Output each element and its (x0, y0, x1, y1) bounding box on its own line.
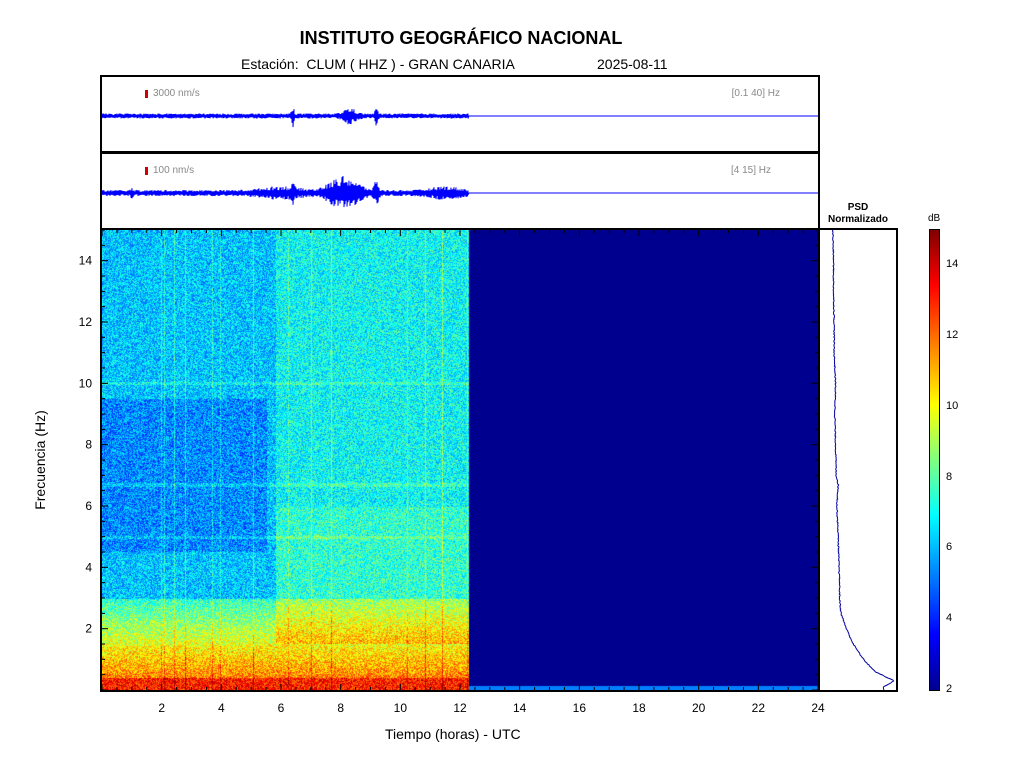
colorbar-tick-label: 12 (946, 329, 959, 342)
x-tick-label: 22 (752, 701, 766, 715)
y-tick-label: 14 (79, 254, 93, 268)
y-tick-label: 12 (79, 315, 93, 329)
psd-line (831, 230, 895, 690)
x-tick-label: 14 (513, 701, 527, 715)
colorbar (929, 229, 940, 691)
chart-title: INSTITUTO GEOGRÁFICO NACIONAL (299, 28, 623, 48)
y-tick-label: 2 (85, 622, 92, 636)
trace-panel-filtered: 100 nm/s [4 15] Hz (100, 152, 820, 230)
x-tick-label: 2 (158, 701, 165, 715)
date-label: 2025-08-11 (597, 56, 668, 72)
x-tick-label: 18 (632, 701, 646, 715)
y-tick-label: 10 (79, 376, 93, 390)
x-axis-label: Tiempo (horas) - UTC (385, 726, 521, 742)
x-tick-label: 4 (218, 701, 225, 715)
y-tick-label: 4 (85, 560, 92, 574)
psd-panel (818, 228, 898, 692)
seismogram-broadband (102, 108, 818, 128)
scale-bar-filtered (145, 167, 148, 175)
colorbar-tick-label: 2 (946, 683, 953, 695)
x-tick-label: 6 (278, 701, 285, 715)
seismogram-trace-line (102, 108, 818, 128)
spectrogram-frame (100, 228, 820, 692)
psd-title-line2: Normalizado (827, 214, 888, 225)
band-label-broadband: [0.1 40] Hz (731, 88, 780, 99)
station-label: Estación: CLUM ( HHZ ) - GRAN CANARIA (241, 56, 515, 72)
y-tick-label: 6 (85, 499, 92, 513)
spectrogram-image (102, 230, 818, 690)
seismogram-trace-line (102, 175, 818, 208)
scale-label-filtered: 100 nm/s (153, 165, 195, 176)
colorbar-tick-label: 4 (946, 612, 953, 625)
x-tick-label: 24 (811, 701, 825, 715)
x-tick-label: 20 (692, 701, 706, 715)
scale-bar-broadband (145, 90, 148, 98)
colorbar-tick-label: 6 (946, 541, 953, 554)
x-tick-label: 16 (573, 701, 587, 715)
colorbar-tick-label: 8 (946, 470, 953, 483)
scale-label-broadband: 3000 nm/s (153, 88, 200, 99)
psd-curve (831, 230, 895, 690)
x-tick-label: 8 (337, 701, 344, 715)
x-tick-label: 12 (453, 701, 467, 715)
band-label-filtered: [4 15] Hz (730, 165, 771, 176)
colorbar-tick-label: 14 (946, 258, 959, 271)
trace-panel-broadband: 3000 nm/s [0.1 40] Hz (100, 75, 820, 153)
psd-title-line1: PSD (847, 202, 869, 213)
psd-title: PSD Normalizado (818, 202, 898, 226)
colorbar-unit: dB (928, 213, 941, 224)
y-axis-label: Frecuencia (Hz) (32, 410, 48, 510)
x-tick-label: 10 (394, 701, 408, 715)
y-tick-label: 8 (85, 438, 92, 452)
seismogram-filtered (102, 175, 818, 208)
colorbar-tick-label: 10 (946, 399, 959, 412)
